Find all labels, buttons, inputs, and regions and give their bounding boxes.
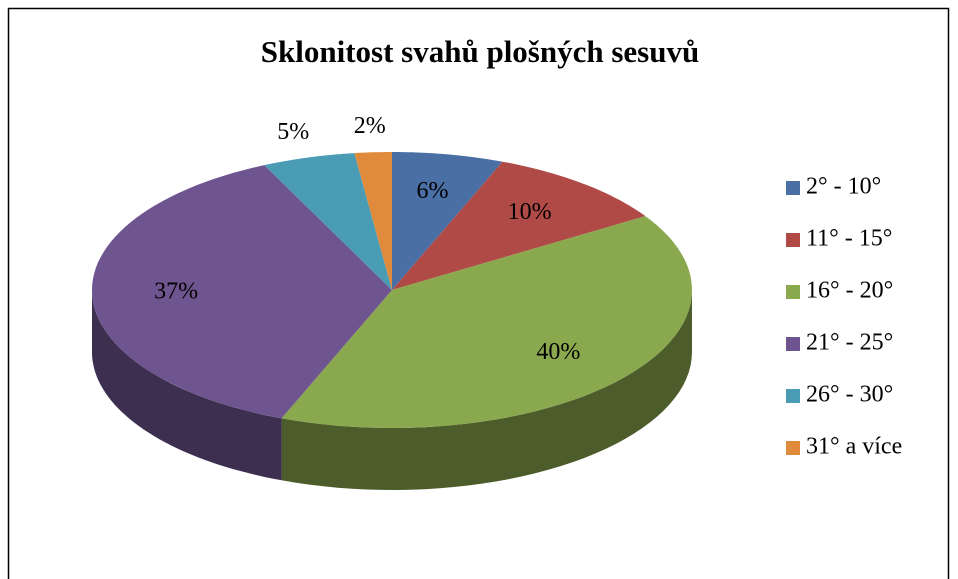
legend-swatch xyxy=(786,285,800,299)
slice xyxy=(354,152,392,290)
data-label: 2% xyxy=(354,113,386,139)
slice xyxy=(92,165,392,419)
data-label: 37% xyxy=(154,279,198,305)
legend-swatch xyxy=(786,389,800,403)
legend-label: 2° - 10° xyxy=(806,174,881,200)
legend-swatch xyxy=(786,441,800,455)
slice xyxy=(392,161,646,290)
legend-label: 21° - 25° xyxy=(806,330,893,356)
data-label: 5% xyxy=(277,119,309,145)
slice-side xyxy=(92,290,282,481)
legend-label: 26° - 30° xyxy=(806,382,893,408)
slice xyxy=(264,153,392,290)
legend-swatch xyxy=(786,337,800,351)
legend-label: 11° - 15° xyxy=(806,226,892,252)
slice-side xyxy=(281,290,692,490)
legend-swatch xyxy=(786,233,800,247)
data-label: 40% xyxy=(536,339,580,365)
slice xyxy=(281,216,692,428)
chart-title: Sklonitost svahů plošných sesuvů xyxy=(261,34,699,69)
data-label: 6% xyxy=(416,178,448,204)
legend-label: 16° - 20° xyxy=(806,278,893,304)
legend-label: 31° a více xyxy=(806,434,902,460)
data-label: 10% xyxy=(508,199,552,225)
slice xyxy=(392,152,503,290)
legend-swatch xyxy=(786,181,800,195)
